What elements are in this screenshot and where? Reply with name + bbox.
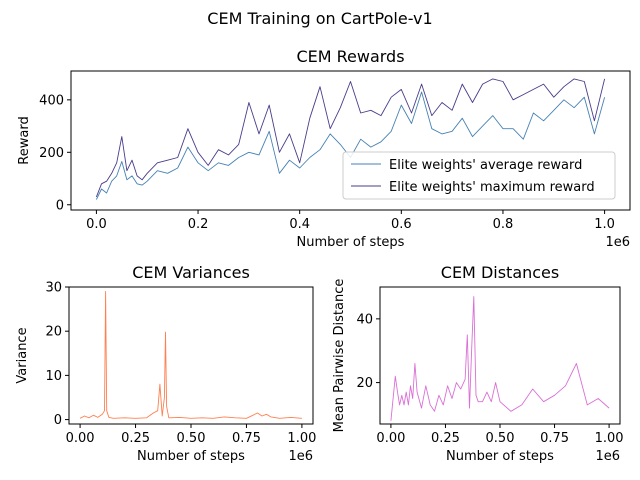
distances-x-tick-label: 1.00 (595, 431, 624, 446)
distances-x-axis-title: Number of steps (446, 449, 554, 464)
distances-x-tick-label: 0.25 (431, 431, 460, 446)
rewards-y-tick-label: 200 (39, 146, 64, 161)
distances-y-tick-label: 40 (356, 312, 373, 327)
variances-x-tick-label: 0.25 (121, 431, 150, 446)
rewards-y-tick-label: 0 (56, 198, 64, 213)
variances-y-tick-label: 10 (45, 369, 62, 384)
distances-y-tick-label: 20 (356, 376, 373, 391)
rewards-axes-frame (70, 70, 631, 211)
rewards-x-tick-label: 0.2 (188, 217, 209, 232)
variances-panel: CEM Variances Number of steps Variance 1… (15, 263, 316, 464)
rewards-x-tick-label: 1.0 (594, 217, 615, 232)
legend-label-maximum: Elite weights' maximum reward (389, 180, 595, 195)
distances-marks: 0.00 0.25 0.50 0.75 1.00 20 40 (356, 286, 624, 446)
rewards-series-0-line (95, 91, 606, 200)
rewards-panel: CEM Rewards Number of steps Reward 1e6 0… (17, 47, 631, 250)
variances-title: CEM Variances (132, 263, 250, 282)
variances-x-axis-title: Number of steps (137, 449, 245, 464)
rewards-x-tick-label: 0.8 (493, 217, 514, 232)
distances-x-offset-label: 1e6 (595, 449, 620, 464)
variances-x-offset-label: 1e6 (288, 449, 313, 464)
variances-y-tick-label: 0 (54, 413, 62, 428)
distances-panel: CEM Distances Number of steps Mean Pairw… (332, 263, 624, 464)
rewards-x-tick-label: 0.6 (391, 217, 412, 232)
rewards-legend: Elite weights' average reward Elite weig… (342, 151, 616, 200)
figure-title: CEM Training on CartPole-v1 (207, 9, 432, 28)
distances-y-axis-title: Mean Pairwise Distance (332, 279, 347, 433)
distances-x-tick-label: 0.50 (486, 431, 515, 446)
distances-x-tick-label: 0.00 (376, 431, 405, 446)
variances-series-0-line (79, 290, 302, 419)
rewards-x-tick-label: 0.0 (86, 217, 107, 232)
legend-box (342, 151, 616, 200)
distances-x-tick-label: 0.75 (540, 431, 569, 446)
distances-series-0-line (390, 296, 610, 421)
variances-y-tick-label: 20 (45, 325, 62, 340)
rewards-y-tick-label: 400 (39, 93, 64, 108)
rewards-series-1-line (95, 78, 606, 198)
variances-y-axis-title: Variance (15, 327, 30, 383)
rewards-x-offset-label: 1e6 (605, 235, 630, 250)
rewards-marks: 0.0 0.2 0.4 0.6 0.8 1.0 0 200 400 (39, 70, 631, 232)
variances-y-tick-label: 30 (45, 281, 62, 296)
variances-x-tick-label: 0.00 (66, 431, 95, 446)
rewards-title: CEM Rewards (296, 47, 404, 66)
legend-label-average: Elite weights' average reward (389, 158, 582, 173)
rewards-y-axis-title: Reward (17, 116, 32, 164)
variances-marks: 0.00 0.25 0.50 0.75 1.00 0 10 20 30 (45, 281, 316, 447)
variances-x-tick-label: 1.00 (287, 431, 316, 446)
variances-x-tick-label: 0.75 (232, 431, 261, 446)
rewards-x-axis-title: Number of steps (297, 235, 405, 250)
rewards-x-tick-label: 0.4 (289, 217, 310, 232)
variances-x-tick-label: 0.50 (177, 431, 206, 446)
distances-title: CEM Distances (441, 263, 559, 282)
